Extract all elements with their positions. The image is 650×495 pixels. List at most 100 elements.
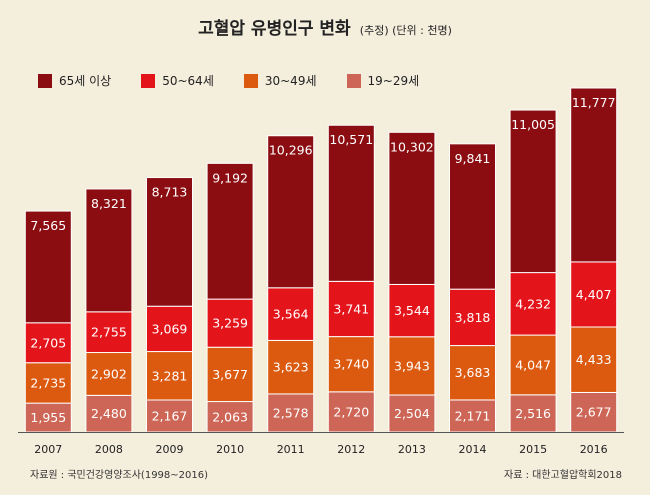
data-label-2007-s0: 1,955 xyxy=(30,410,66,425)
data-label-2014-s3: 9,841 xyxy=(455,151,491,166)
data-label-2011-s1: 3,623 xyxy=(273,360,309,375)
x-tick-label-2013: 2013 xyxy=(398,443,426,456)
data-label-2012-s2: 3,741 xyxy=(333,301,369,316)
data-label-2015-s1: 4,047 xyxy=(515,357,551,372)
bar-segment-2011-s0 xyxy=(267,393,315,433)
bar-segment-2013-s1 xyxy=(388,336,436,396)
bar-segment-2015-s1 xyxy=(509,334,557,396)
chart-legend: 65세 이상 50~64세 30~49세 19~29세 xyxy=(38,72,419,89)
data-label-2013-s0: 2,504 xyxy=(394,406,430,421)
data-label-2011-s0: 2,578 xyxy=(273,405,309,420)
data-label-2010-s0: 2,063 xyxy=(212,409,248,424)
bar-segment-2010-s2 xyxy=(206,298,254,348)
bar-segment-2015-s2 xyxy=(509,272,557,336)
bar-segment-2010-s3 xyxy=(206,162,254,300)
data-label-2016-s1: 4,433 xyxy=(576,352,612,367)
data-label-2015-s0: 2,516 xyxy=(515,406,551,421)
x-tick-label-2011: 2011 xyxy=(277,443,305,456)
data-label-2009-s1: 3,281 xyxy=(152,368,188,383)
data-label-2007-s3: 7,565 xyxy=(30,218,66,233)
bar-segment-2014-s3 xyxy=(449,143,496,290)
legend-item-50-64: 50~64세 xyxy=(141,72,214,89)
bar-segment-2012-s2 xyxy=(327,280,375,338)
bar-segment-2009-s1 xyxy=(146,351,193,401)
x-tick-label-2015: 2015 xyxy=(519,443,547,456)
bar-segment-2009-s0 xyxy=(146,399,193,433)
data-label-2011-s2: 3,564 xyxy=(273,307,309,322)
data-label-2015-s3: 11,005 xyxy=(511,117,555,132)
legend-item-19-29: 19~29세 xyxy=(346,72,420,89)
bar-segment-2008-s2 xyxy=(85,311,133,354)
bar-segment-2015-s3 xyxy=(509,109,557,274)
x-tick-label-2010: 2010 xyxy=(216,443,244,456)
x-tick-label-2016: 2016 xyxy=(580,443,608,456)
bar-segment-2014-s1 xyxy=(449,345,496,401)
bar-segment-2007-s0 xyxy=(24,402,72,433)
data-label-2009-s3: 8,713 xyxy=(152,185,188,200)
bar-segment-2008-s1 xyxy=(85,352,133,396)
bar-segment-2016-s3 xyxy=(570,87,618,263)
data-label-2011-s3: 10,296 xyxy=(269,143,313,158)
chart-title-main: 고혈압 유병인구 변화 xyxy=(198,19,351,39)
data-label-2010-s2: 3,259 xyxy=(212,316,248,331)
data-label-2016-s3: 11,777 xyxy=(572,95,616,110)
data-label-2012-s1: 3,740 xyxy=(333,357,369,372)
data-label-2009-s2: 3,069 xyxy=(152,321,188,336)
bar-segment-2016-s0 xyxy=(570,391,618,433)
legend-label-65-plus: 65세 이상 xyxy=(59,74,112,88)
data-label-2016-s2: 4,407 xyxy=(576,287,612,302)
data-label-2014-s1: 3,683 xyxy=(455,365,491,380)
bar-segment-2012-s3 xyxy=(327,124,375,282)
data-label-2012-s3: 10,571 xyxy=(329,132,373,147)
data-label-2010-s3: 9,192 xyxy=(212,170,248,185)
data-label-2008-s3: 8,321 xyxy=(91,196,127,211)
data-label-2013-s3: 10,302 xyxy=(390,139,434,154)
data-label-2013-s2: 3,544 xyxy=(394,303,430,318)
legend-item-30-49: 30~49세 xyxy=(243,72,317,89)
legend-item-65-plus: 65세 이상 xyxy=(38,72,111,89)
x-tick-label-2009: 2009 xyxy=(156,443,184,456)
bar-segment-2007-s3 xyxy=(24,210,72,324)
bar-segment-2013-s3 xyxy=(388,131,436,285)
bar-segment-2014-s2 xyxy=(449,288,496,347)
legend-label-19-29: 19~29세 xyxy=(367,74,420,88)
legend-swatch-50-64 xyxy=(141,73,156,88)
x-tick-label-2012: 2012 xyxy=(337,443,365,456)
bar-segment-2016-s2 xyxy=(570,261,618,328)
data-label-2013-s1: 3,943 xyxy=(394,358,430,373)
data-label-2007-s1: 2,735 xyxy=(30,375,66,390)
data-label-2009-s0: 2,167 xyxy=(152,408,188,423)
bar-segment-2016-s1 xyxy=(570,326,618,393)
legend-swatch-30-49 xyxy=(243,73,258,88)
data-label-2007-s2: 2,705 xyxy=(30,335,66,350)
data-label-2008-s2: 2,755 xyxy=(91,325,127,340)
bar-segment-2009-s2 xyxy=(146,305,193,353)
bar-segment-2011-s1 xyxy=(267,339,315,395)
data-label-2008-s1: 2,902 xyxy=(91,366,127,381)
data-label-2015-s2: 4,232 xyxy=(515,296,551,311)
chart-subtitle: (추정) (단위 : 천명) xyxy=(359,24,452,37)
x-tick-label-2007: 2007 xyxy=(34,443,62,456)
data-label-2014-s0: 2,171 xyxy=(455,408,491,423)
bar-segment-2012-s1 xyxy=(327,336,375,393)
bar-segment-2011-s3 xyxy=(267,135,315,289)
chart-title: 고혈압 유병인구 변화 (추정) (단위 : 천명) xyxy=(0,14,650,39)
bar-segment-2013-s0 xyxy=(388,394,436,433)
source-note-right: 자료 : 대한고혈압학회2018 xyxy=(504,470,622,481)
data-label-2014-s2: 3,818 xyxy=(455,310,491,325)
bar-segment-2013-s2 xyxy=(388,283,436,338)
legend-label-50-64: 50~64세 xyxy=(162,74,214,88)
legend-swatch-19-29 xyxy=(346,73,361,88)
legend-swatch-65-plus xyxy=(38,73,52,88)
data-label-2010-s1: 3,677 xyxy=(212,367,248,382)
legend-label-30-49: 30~49세 xyxy=(264,74,317,88)
x-tick-label-2014: 2014 xyxy=(459,443,487,456)
data-label-2008-s0: 2,480 xyxy=(91,406,127,421)
bar-segment-2011-s2 xyxy=(267,287,315,341)
bar-segment-2009-s3 xyxy=(146,177,193,307)
source-note-left: 자료원 : 국민건강영양조사(1998~2016) xyxy=(30,470,209,481)
data-label-2012-s0: 2,720 xyxy=(333,404,369,419)
data-label-2016-s0: 2,677 xyxy=(576,405,612,420)
